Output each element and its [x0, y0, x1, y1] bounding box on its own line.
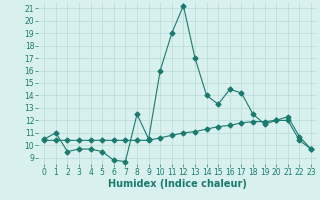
X-axis label: Humidex (Indice chaleur): Humidex (Indice chaleur)	[108, 179, 247, 189]
